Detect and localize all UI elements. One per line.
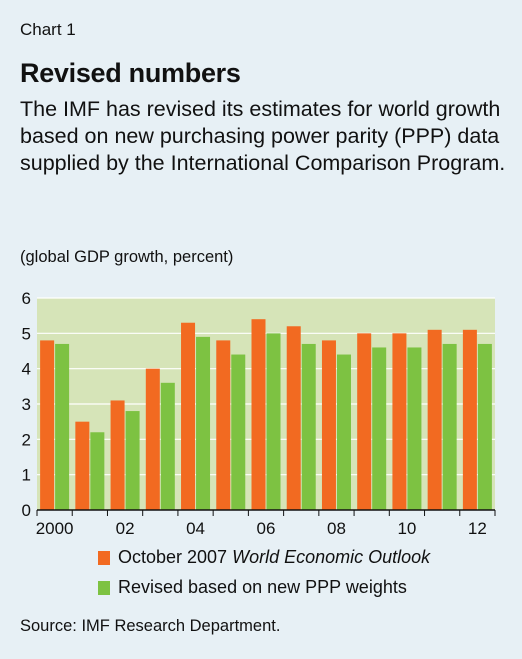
y-tick-label: 0 (22, 501, 31, 520)
chart-subtitle: The IMF has revised its estimates for wo… (20, 97, 506, 175)
chart-title: Revised numbers (20, 58, 241, 88)
x-tick-label: 2000 (36, 519, 74, 538)
chart-label: Chart 1 (20, 20, 76, 39)
bar-series2 (231, 354, 246, 510)
bar-series2 (55, 343, 70, 510)
bar-series2 (125, 411, 140, 510)
x-tick-label: 06 (257, 519, 276, 538)
x-tick-label: 08 (327, 519, 346, 538)
bar-series2 (301, 343, 316, 510)
x-tick-label: 12 (468, 519, 487, 538)
legend-item-series1: October 2007 World Economic Outlook (98, 547, 430, 568)
bar-series2 (372, 347, 387, 510)
bar-series1 (216, 340, 231, 510)
bar-series1 (392, 333, 407, 510)
bar-series1 (357, 333, 372, 510)
bar-series1 (40, 340, 55, 510)
y-tick-label: 5 (22, 324, 31, 343)
y-tick-label: 4 (22, 360, 31, 379)
bar-series2 (160, 382, 175, 510)
bar-series1 (286, 326, 301, 510)
legend-label-series1-italic: World Economic Outlook (232, 547, 431, 567)
bar-series1 (181, 322, 196, 510)
x-tick-label: 04 (186, 519, 205, 538)
bar-series1 (462, 329, 477, 510)
legend-label-series1-prefix: October 2007 (118, 547, 233, 567)
x-tick-label: 10 (397, 519, 416, 538)
legend-item-series2: Revised based on new PPP weights (98, 577, 407, 598)
bar-series2 (336, 354, 351, 510)
x-tick-label: 02 (116, 519, 135, 538)
legend-label-series2: Revised based on new PPP weights (118, 577, 407, 597)
bar-series2 (407, 347, 422, 510)
legend-swatch-series2 (98, 581, 110, 596)
bar-series1 (321, 340, 336, 510)
bar-series1 (110, 400, 125, 510)
legend-swatch-series1 (98, 551, 110, 566)
bar-series1 (251, 319, 266, 510)
units-label: (global GDP growth, percent) (20, 248, 234, 266)
y-tick-label: 2 (22, 430, 31, 449)
bar-series2 (90, 432, 105, 510)
bar-series1 (427, 329, 442, 510)
bar-series2 (196, 336, 211, 510)
bar-series2 (442, 343, 457, 510)
bar-series2 (266, 333, 281, 510)
y-tick-label: 6 (22, 289, 31, 308)
bar-series2 (477, 343, 492, 510)
y-tick-label: 3 (22, 395, 31, 414)
y-tick-label: 1 (22, 466, 31, 485)
bar-series1 (75, 421, 90, 510)
bar-series1 (145, 368, 160, 510)
source-note: Source: IMF Research Department. (20, 617, 281, 635)
